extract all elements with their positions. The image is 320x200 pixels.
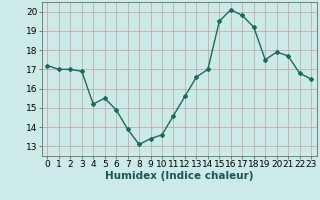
X-axis label: Humidex (Indice chaleur): Humidex (Indice chaleur) bbox=[105, 171, 253, 181]
